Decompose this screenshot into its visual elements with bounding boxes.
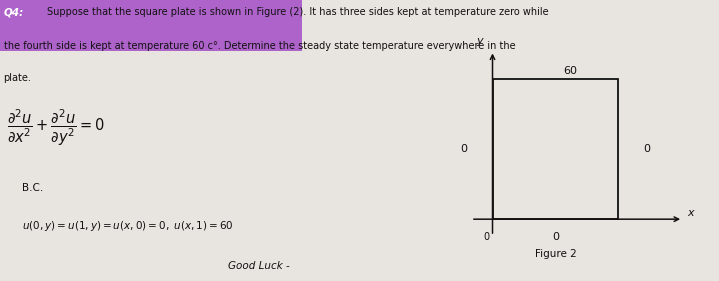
Text: B.C.: B.C. xyxy=(22,183,43,193)
Text: 0: 0 xyxy=(552,232,559,243)
Bar xyxy=(493,79,618,219)
Text: x: x xyxy=(687,208,694,218)
Text: Good Luck -: Good Luck - xyxy=(228,261,290,271)
Text: 0: 0 xyxy=(644,144,651,154)
Text: Suppose that the square plate is shown in Figure (2). It has three sides kept at: Suppose that the square plate is shown i… xyxy=(47,7,549,17)
Text: 0: 0 xyxy=(484,232,490,243)
Text: y: y xyxy=(476,36,483,46)
Text: 60: 60 xyxy=(563,66,577,76)
Text: 0: 0 xyxy=(460,144,467,154)
FancyBboxPatch shape xyxy=(0,0,302,51)
Text: Figure 2: Figure 2 xyxy=(534,248,577,259)
Text: plate.: plate. xyxy=(4,73,32,83)
Text: the fourth side is kept at temperature 60 c°. Determine the steady state tempera: the fourth side is kept at temperature 6… xyxy=(4,41,516,51)
Text: Q4:: Q4: xyxy=(4,7,24,17)
Text: $u(0, y) = u(1, y) = u(x, 0) = 0,\ u(x, 1) = 60$: $u(0, y) = u(1, y) = u(x, 0) = 0,\ u(x, … xyxy=(22,219,233,233)
Text: $\dfrac{\partial^2 u}{\partial x^2}+\dfrac{\partial^2 u}{\partial y^2}=0$: $\dfrac{\partial^2 u}{\partial x^2}+\dfr… xyxy=(7,107,105,148)
